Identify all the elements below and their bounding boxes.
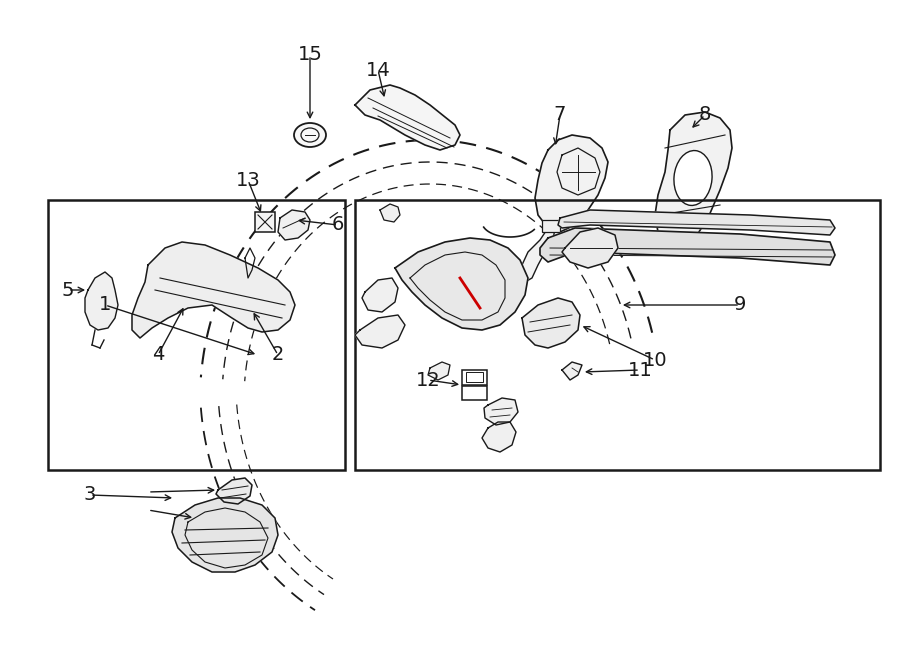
Polygon shape xyxy=(558,210,835,235)
Text: 13: 13 xyxy=(236,171,260,190)
Polygon shape xyxy=(362,278,398,312)
Bar xyxy=(466,372,483,382)
Text: 2: 2 xyxy=(272,346,284,364)
Text: 15: 15 xyxy=(298,46,322,65)
Text: 11: 11 xyxy=(627,360,652,379)
Polygon shape xyxy=(85,272,118,330)
Text: 1: 1 xyxy=(99,295,112,315)
Bar xyxy=(462,386,487,400)
Polygon shape xyxy=(216,478,252,504)
Polygon shape xyxy=(535,135,608,232)
Text: 9: 9 xyxy=(734,295,746,315)
Text: 6: 6 xyxy=(332,215,344,235)
Text: 5: 5 xyxy=(62,280,74,299)
Bar xyxy=(48,200,345,470)
Polygon shape xyxy=(172,498,278,572)
Polygon shape xyxy=(520,228,555,282)
Polygon shape xyxy=(562,228,618,268)
Polygon shape xyxy=(395,238,528,330)
Polygon shape xyxy=(355,315,405,348)
Text: 14: 14 xyxy=(365,61,391,79)
Polygon shape xyxy=(448,275,488,318)
Polygon shape xyxy=(380,204,400,222)
Text: 7: 7 xyxy=(554,106,566,124)
Ellipse shape xyxy=(294,123,326,147)
Polygon shape xyxy=(540,228,835,265)
Bar xyxy=(355,200,880,470)
Polygon shape xyxy=(484,398,518,425)
Polygon shape xyxy=(562,362,582,380)
Bar xyxy=(542,220,560,232)
Ellipse shape xyxy=(674,151,712,206)
Text: 3: 3 xyxy=(84,485,96,504)
Polygon shape xyxy=(482,422,516,452)
Polygon shape xyxy=(132,242,295,338)
Bar xyxy=(462,370,487,385)
Text: 12: 12 xyxy=(416,371,440,389)
Polygon shape xyxy=(655,112,732,248)
Text: 8: 8 xyxy=(698,106,711,124)
Polygon shape xyxy=(355,85,460,150)
FancyBboxPatch shape xyxy=(255,212,275,232)
Text: 4: 4 xyxy=(152,346,164,364)
Text: 10: 10 xyxy=(643,350,667,369)
Polygon shape xyxy=(522,298,580,348)
Polygon shape xyxy=(428,362,450,380)
Polygon shape xyxy=(278,210,310,240)
